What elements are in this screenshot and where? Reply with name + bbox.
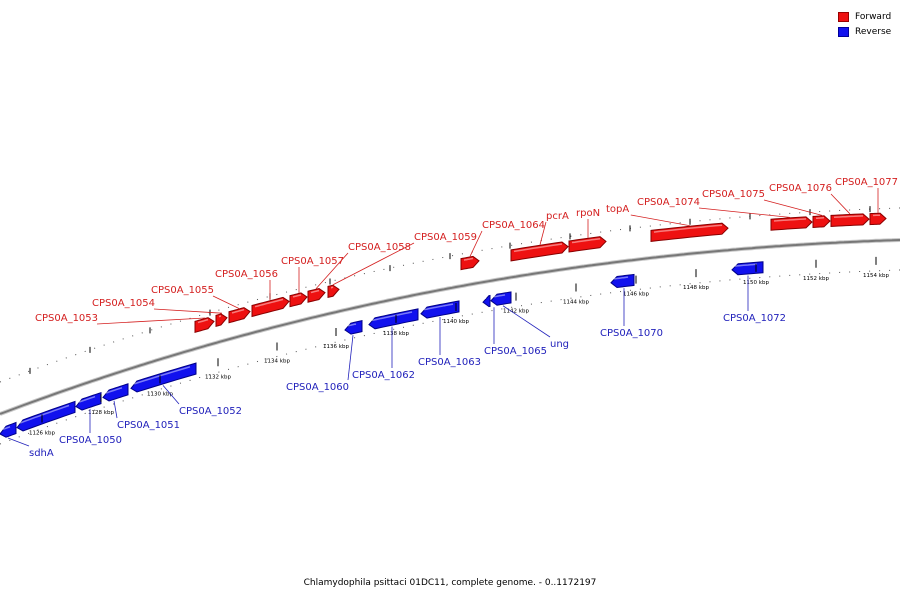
- forward-gene-arrow-2: [216, 314, 227, 326]
- forward-gene-arrow-1: [195, 318, 214, 333]
- reverse-gene-label-7: CPS0A_1063: [418, 357, 481, 368]
- reverse-gene-label-2: CPS0A_1050: [59, 435, 122, 446]
- forward-gene-label-7: CPS0A_1059: [414, 232, 477, 243]
- forward-gene-label-4: CPS0A_1056: [215, 269, 278, 280]
- reverse-gene-label-11: CPS0A_1072: [723, 313, 786, 324]
- legend-swatch-reverse: [838, 27, 849, 37]
- forward-gene-label-15: CPS0A_1077: [835, 177, 898, 188]
- forward-gene-label-13: CPS0A_1075: [702, 189, 765, 200]
- reverse-gene-leader-3: [114, 401, 117, 418]
- axis-tick-label-1: 1126 kbp: [29, 431, 55, 437]
- legend: Forward Reverse: [838, 9, 900, 39]
- axis-tick-label-4: 1132 kbp: [205, 374, 231, 380]
- reverse-gene-leader-1: [8, 438, 29, 446]
- axis-tick-label-12: 1148 kbp: [683, 285, 709, 291]
- legend-label-reverse: Reverse: [855, 27, 891, 37]
- forward-gene-arrow-7: [328, 285, 339, 297]
- forward-gene-arrow-10: [569, 237, 606, 252]
- reverse-gene-arrow-6: [345, 321, 362, 334]
- forward-gene-label-9: pcrA: [546, 211, 569, 222]
- forward-gene-label-8: CPS0A_1064: [482, 220, 545, 231]
- reverse-gene-label-8: CPS0A_1065: [484, 346, 547, 357]
- axis-tick-label-8: 1140 kbp: [443, 319, 469, 325]
- forward-gene-label-5: CPS0A_1057: [281, 256, 344, 267]
- forward-gene-label-1: CPS0A_1053: [35, 313, 98, 324]
- forward-gene-label-11: topA: [606, 204, 629, 215]
- axis-tick-label-15: 1154 kbp: [863, 273, 889, 279]
- axis-tick-label-2: 1128 kbp: [88, 410, 114, 416]
- reverse-gene-arrow-9: [483, 295, 490, 306]
- forward-gene-label-2: CPS0A_1054: [92, 298, 155, 309]
- forward-gene-leader-1: [97, 318, 205, 324]
- axis-tick-label-5: 1134 kbp: [264, 358, 290, 364]
- legend-label-forward: Forward: [855, 12, 891, 22]
- reverse-gene-label-1: sdhA: [29, 448, 54, 459]
- forward-gene-arrow-3: [229, 308, 250, 323]
- axis-tick-label-3: 1130 kbp: [147, 391, 173, 397]
- reverse-gene-label-3: CPS0A_1051: [117, 420, 180, 431]
- forward-gene-label-12: CPS0A_1074: [637, 197, 700, 208]
- forward-gene-leader-2: [154, 309, 222, 313]
- reverse-gene-label-5: CPS0A_1060: [286, 382, 349, 393]
- forward-gene-leader-3: [213, 296, 239, 308]
- forward-gene-arrow-7-highlight: [331, 287, 333, 288]
- forward-gene-leader-13: [764, 200, 822, 215]
- reverse-gene-arrow-11: [611, 274, 634, 287]
- forward-gene-label-6: CPS0A_1058: [348, 242, 411, 253]
- reverse-gene-arrow-1: [0, 423, 16, 438]
- forward-gene-arrow-13-highlight: [816, 218, 824, 219]
- axis-tick-label-6: 1136 kbp: [323, 344, 349, 350]
- reverse-gene-label-10: CPS0A_1070: [600, 328, 663, 339]
- legend-item-forward: Forward: [838, 9, 900, 24]
- forward-gene-arrow-2-highlight: [219, 316, 221, 317]
- axis-tick-label-7: 1138 kbp: [383, 331, 409, 337]
- forward-gene-leader-12: [699, 208, 790, 217]
- legend-item-reverse: Reverse: [838, 24, 900, 39]
- forward-gene-leader-11: [631, 215, 690, 226]
- axis-tick-label-13: 1150 kbp: [743, 280, 769, 286]
- reverse-gene-label-9: ung: [550, 339, 569, 350]
- reverse-gene-label-4: CPS0A_1052: [179, 406, 242, 417]
- reverse-gene-arrow-12: [732, 262, 763, 275]
- axis-tick-label-10: 1144 kbp: [563, 299, 589, 305]
- axis-tick-label-9: 1142 kbp: [503, 309, 529, 315]
- axis-tick-label-11: 1146 kbp: [623, 292, 649, 298]
- reverse-gene-arrow-10: [491, 292, 511, 305]
- forward-gene-leader-14: [831, 194, 850, 214]
- genome-caption: Chlamydophila psittaci 01DC11, complete …: [0, 578, 900, 588]
- axis-tick-label-14: 1152 kbp: [803, 276, 829, 282]
- legend-swatch-forward: [838, 12, 849, 22]
- forward-gene-label-10: rpoN: [576, 208, 600, 219]
- reverse-gene-label-6: CPS0A_1062: [352, 370, 415, 381]
- forward-gene-label-3: CPS0A_1055: [151, 285, 214, 296]
- forward-gene-label-14: CPS0A_1076: [769, 183, 832, 194]
- forward-gene-arrow-4: [252, 297, 289, 316]
